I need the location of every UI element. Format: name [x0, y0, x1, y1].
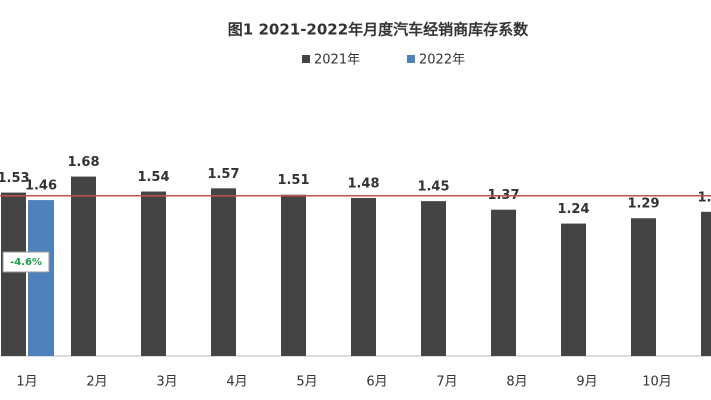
legend-swatch: [302, 55, 310, 63]
bar: [281, 194, 306, 356]
value-label: 1.57: [207, 167, 239, 182]
value-label: 1.29: [627, 197, 659, 212]
legend-label: 2021年: [314, 53, 360, 68]
value-label: 1.35: [697, 190, 711, 205]
value-label: 1.51: [277, 173, 309, 188]
annotation: -4.6%: [10, 257, 42, 268]
annotation-box: [2, 251, 50, 273]
x-tick-label: 1月: [16, 375, 37, 390]
bar: [701, 211, 711, 356]
legend-label: 2022年: [419, 53, 465, 68]
bar: [351, 197, 376, 356]
bar: [421, 201, 446, 356]
value-label: 1.68: [67, 155, 99, 170]
value-label: 1.46: [25, 179, 57, 194]
bar: [211, 188, 236, 356]
x-tick-label: 7月: [436, 375, 457, 390]
value-label: 1.24: [557, 202, 589, 217]
value-label: 1.48: [347, 176, 379, 191]
x-tick-label: 4月: [226, 375, 247, 390]
bar: [1, 192, 26, 356]
bar: [491, 209, 516, 356]
bar: [71, 176, 96, 356]
bar: [561, 223, 586, 356]
x-tick-label: 8月: [506, 375, 527, 390]
value-label: 1.54: [137, 170, 169, 185]
x-tick-label: 10月: [642, 375, 672, 390]
bar: [28, 200, 54, 356]
x-tick-label: 5月: [296, 375, 317, 390]
x-tick-label: 3月: [156, 375, 177, 390]
value-label: 1.45: [417, 180, 449, 195]
value-label: 1.53: [0, 171, 30, 186]
bar: [631, 218, 656, 356]
x-tick-label: 2月: [86, 375, 107, 390]
legend-swatch: [407, 55, 415, 63]
chart-title: 图1 2021-2022年月度汽车经销商库存系数: [228, 21, 529, 39]
x-tick-label: 6月: [366, 375, 387, 390]
bar: [141, 191, 166, 356]
x-tick-label: 9月: [576, 375, 597, 390]
